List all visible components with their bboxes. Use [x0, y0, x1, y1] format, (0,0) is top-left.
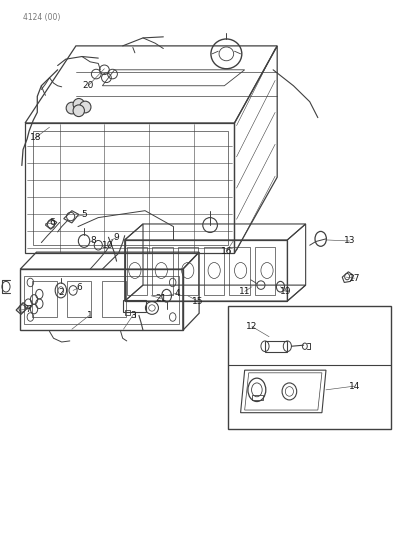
- Bar: [32, 281, 57, 317]
- Text: 2: 2: [58, 287, 64, 296]
- Text: 7: 7: [25, 304, 31, 313]
- Bar: [228, 306, 391, 429]
- Text: 5: 5: [81, 211, 87, 220]
- Bar: [125, 240, 287, 301]
- Text: 17: 17: [349, 273, 360, 282]
- Ellipse shape: [80, 101, 91, 113]
- Text: 4: 4: [175, 288, 180, 297]
- Text: 4124 (00): 4124 (00): [23, 13, 60, 22]
- Bar: [178, 247, 198, 295]
- Text: 15: 15: [192, 296, 204, 305]
- Bar: [20, 269, 183, 330]
- Bar: [123, 300, 146, 312]
- Text: 10: 10: [102, 241, 113, 250]
- Bar: [102, 281, 126, 317]
- Text: 9: 9: [114, 233, 120, 243]
- Text: 18: 18: [29, 133, 41, 142]
- Text: 6: 6: [50, 219, 55, 228]
- Bar: [229, 247, 250, 295]
- Bar: [24, 276, 179, 324]
- Bar: [127, 247, 147, 295]
- Text: 13: 13: [344, 237, 355, 246]
- Bar: [125, 310, 130, 316]
- Text: 19: 19: [279, 287, 291, 296]
- Bar: [152, 247, 173, 295]
- Bar: [265, 341, 287, 352]
- Bar: [67, 281, 91, 317]
- Text: 1: 1: [86, 311, 92, 320]
- Bar: [255, 247, 275, 295]
- Text: 3: 3: [130, 311, 136, 320]
- Ellipse shape: [73, 99, 84, 110]
- Bar: [204, 247, 224, 295]
- Bar: [33, 131, 228, 245]
- Ellipse shape: [66, 102, 78, 114]
- Ellipse shape: [73, 105, 84, 117]
- Text: 6: 6: [76, 283, 82, 292]
- Text: 14: 14: [349, 382, 360, 391]
- Text: 11: 11: [239, 287, 251, 296]
- Text: 8: 8: [91, 237, 96, 246]
- Text: 21: 21: [155, 294, 167, 303]
- Text: 16: 16: [221, 247, 232, 256]
- Text: 12: 12: [246, 322, 258, 331]
- Text: 20: 20: [82, 81, 94, 90]
